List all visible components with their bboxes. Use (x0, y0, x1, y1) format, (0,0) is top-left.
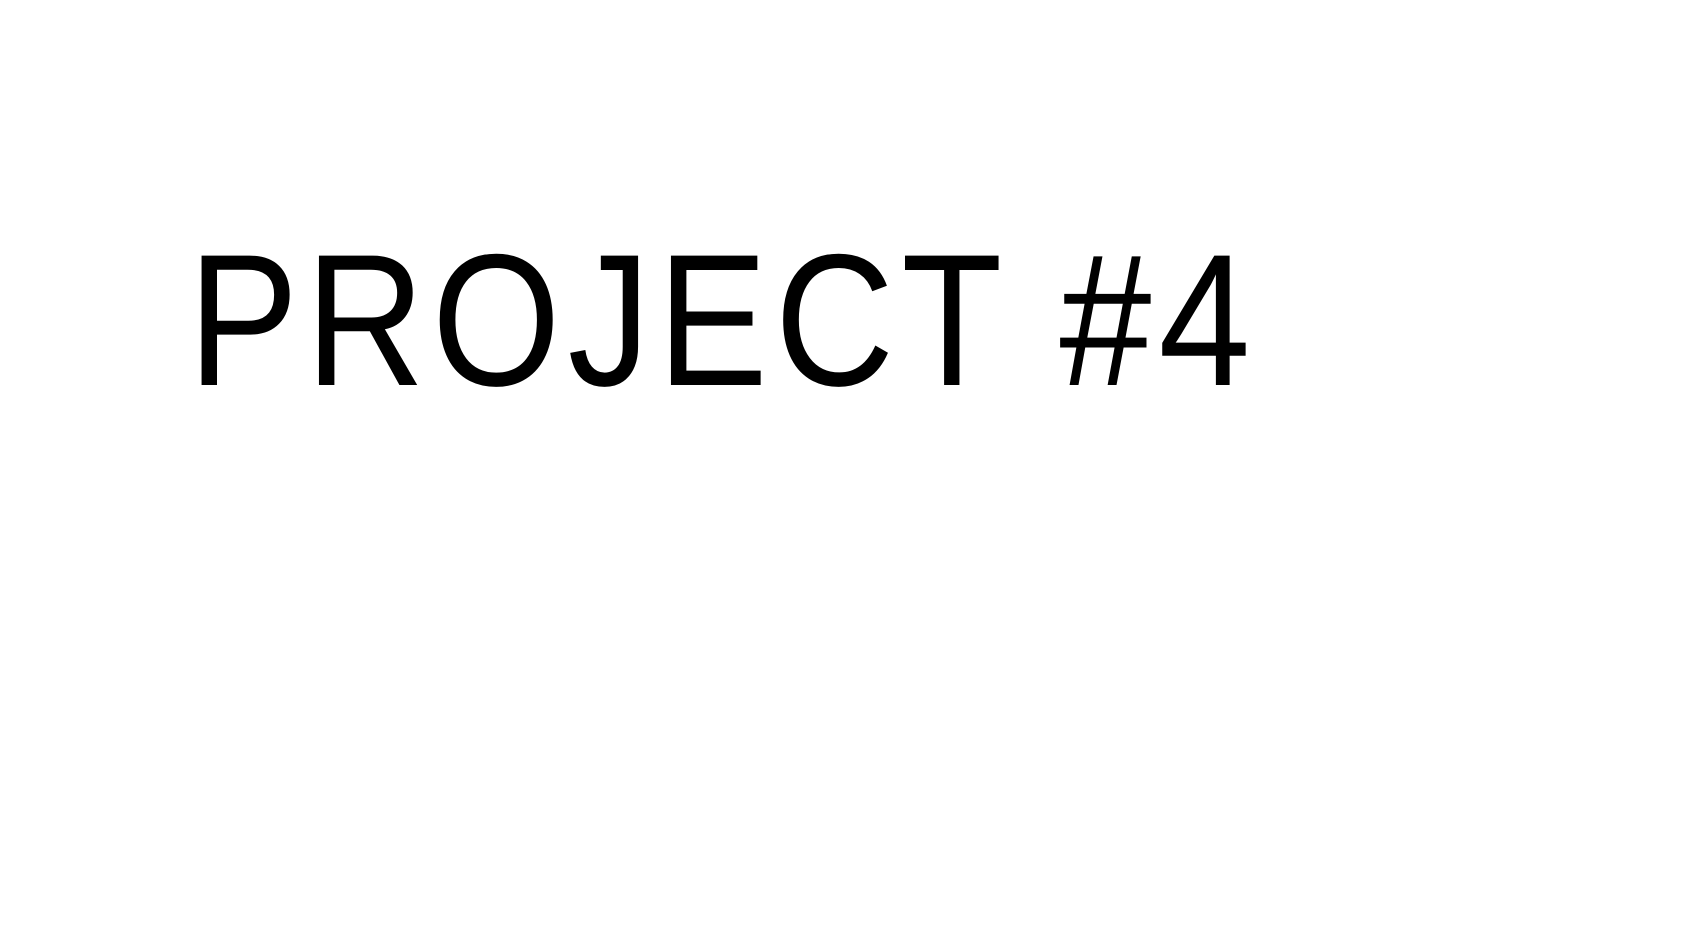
slide-title: PROJECT #4 (188, 215, 1258, 425)
